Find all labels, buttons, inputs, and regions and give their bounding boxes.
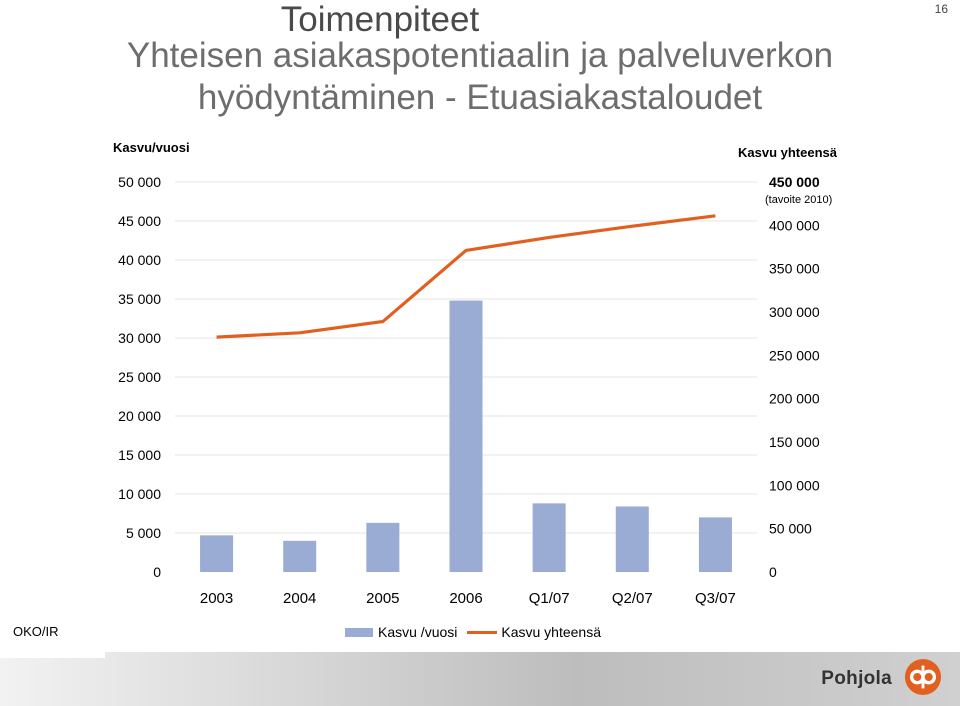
slide-number: 16 [934,2,948,16]
left-tick-label: 20 000 [118,408,161,424]
combo-chart: 0 5 000 10 000 15 000 20 000 25 000 30 000 35 0… [113,140,838,607]
category-label: Q3/07 [695,590,736,607]
right-axis-ticks: 0 50 000 100 000 150 000 200 000 250 000 300 0… [769,174,820,580]
category-label: 2004 [283,590,316,607]
footer-accent [0,652,105,658]
bar [698,517,732,572]
right-tick-label: 450 000 [769,174,820,190]
right-tick-label: 100 000 [769,477,820,493]
left-tick-label: 40 000 [118,252,161,268]
bar [532,503,566,572]
legend-swatch-bar [345,627,373,637]
left-tick-label: 45 000 [118,213,161,229]
footer-label: OKO/IR [13,624,59,639]
left-tick-label: 35 000 [118,291,161,307]
left-tick-label: 5 000 [126,525,161,541]
bar [283,540,317,572]
pohjola-logo-icon [904,658,942,696]
brand-name: Pohjola [821,668,892,689]
bar-series [200,300,732,572]
legend-label-line: Kasvu yhteensä [501,624,601,640]
category-label: 2003 [200,590,233,607]
category-label: 2005 [366,590,399,607]
right-tick-label: 50 000 [769,521,812,537]
footer-bar [0,652,960,706]
right-tick-label: 150 000 [769,434,820,450]
bar [615,506,649,572]
left-tick-label: 25 000 [118,369,161,385]
right-axis-title: Kasvu yhteensä [738,145,838,160]
line-series [216,214,716,339]
left-tick-label: 15 000 [118,447,161,463]
left-axis-title: Kasvu/vuosi [113,140,190,155]
category-label: Q2/07 [612,590,653,607]
left-tick-label: 0 [153,564,161,580]
title-line1: Toimenpiteet [280,0,480,39]
legend: Kasvu /vuosi Kasvu yhteensä [345,624,601,640]
left-tick-label: 10 000 [118,486,161,502]
left-axis-ticks: 0 5 000 10 000 15 000 20 000 25 000 30 000 35 0… [118,174,161,580]
right-tick-label: 300 000 [769,304,820,320]
right-axis-top-note: (tavoite 2010) [765,194,832,206]
right-tick-label: 350 000 [769,261,820,277]
left-tick-label: 30 000 [118,330,161,346]
right-tick-label: 0 [769,564,777,580]
title-line3: hyödyntäminen - Etuasiakastaloudet [197,78,763,117]
right-tick-label: 250 000 [769,347,820,363]
bar [200,535,234,572]
category-label: Q1/07 [529,590,570,607]
left-tick-label: 50 000 [118,174,161,190]
bar [366,522,400,572]
legend-label-bar: Kasvu /vuosi [378,624,458,640]
bar [449,300,483,572]
category-label: 2006 [449,590,482,607]
right-tick-label: 400 000 [769,217,820,233]
category-labels: 2003 2004 2005 2006 Q1/07 Q2/07 Q3/07 [200,590,736,607]
legend-swatch-line [467,630,498,634]
right-tick-label: 200 000 [769,391,820,407]
title-line2: Yhteisen asiakaspotentiaalin ja palveluv… [126,36,834,75]
